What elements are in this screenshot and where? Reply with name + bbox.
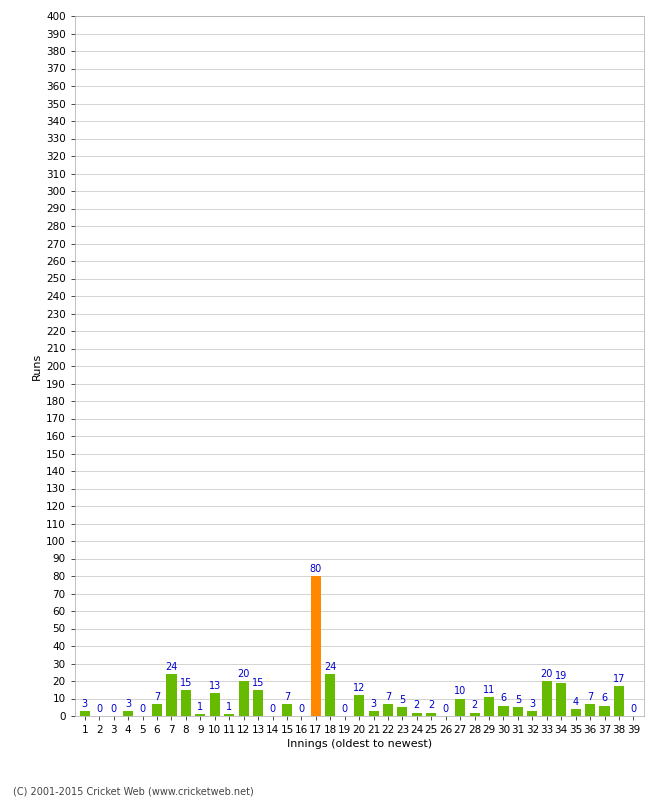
Bar	[513, 707, 523, 716]
Text: 17: 17	[613, 674, 625, 684]
Bar	[253, 690, 263, 716]
Bar	[571, 709, 580, 716]
Bar	[412, 713, 422, 716]
Text: 24: 24	[165, 662, 177, 672]
Text: 4: 4	[573, 697, 578, 707]
Text: 15: 15	[252, 678, 265, 688]
Bar	[383, 704, 393, 716]
Text: 80: 80	[309, 564, 322, 574]
Bar	[426, 713, 436, 716]
Text: 3: 3	[82, 698, 88, 709]
Bar	[455, 698, 465, 716]
Bar	[311, 576, 321, 716]
Text: 0: 0	[443, 704, 448, 714]
Text: 11: 11	[483, 685, 495, 694]
Bar	[325, 674, 335, 716]
Bar	[397, 707, 408, 716]
Bar	[556, 682, 566, 716]
Text: 0: 0	[140, 704, 146, 714]
Text: 2: 2	[428, 701, 434, 710]
Bar	[166, 674, 177, 716]
Text: 2: 2	[471, 701, 478, 710]
Text: 0: 0	[111, 704, 117, 714]
Text: 20: 20	[541, 669, 553, 679]
Bar	[80, 710, 90, 716]
Text: 0: 0	[630, 704, 636, 714]
Text: 19: 19	[555, 670, 567, 681]
Text: 0: 0	[298, 704, 304, 714]
Text: 2: 2	[414, 701, 420, 710]
Bar	[195, 714, 205, 716]
Bar	[224, 714, 234, 716]
Text: 7: 7	[154, 692, 160, 702]
Text: 3: 3	[125, 698, 131, 709]
Bar	[123, 710, 133, 716]
Text: 5: 5	[515, 695, 521, 705]
Bar	[585, 704, 595, 716]
Text: 7: 7	[587, 692, 593, 702]
Text: 0: 0	[96, 704, 102, 714]
Text: 12: 12	[353, 683, 365, 693]
Text: 0: 0	[270, 704, 276, 714]
Bar	[527, 710, 538, 716]
Bar	[282, 704, 292, 716]
Text: 6: 6	[500, 694, 506, 703]
Text: 5: 5	[399, 695, 406, 705]
Text: 3: 3	[529, 698, 536, 709]
Text: 1: 1	[226, 702, 232, 712]
Text: 7: 7	[284, 692, 290, 702]
Bar	[152, 704, 162, 716]
Bar	[541, 681, 552, 716]
Text: (C) 2001-2015 Cricket Web (www.cricketweb.net): (C) 2001-2015 Cricket Web (www.cricketwe…	[13, 786, 254, 796]
Bar	[499, 706, 508, 716]
Bar	[210, 694, 220, 716]
Text: 15: 15	[179, 678, 192, 688]
Text: 20: 20	[237, 669, 250, 679]
Text: 7: 7	[385, 692, 391, 702]
Text: 0: 0	[342, 704, 348, 714]
Bar	[369, 710, 378, 716]
X-axis label: Innings (oldest to newest): Innings (oldest to newest)	[287, 739, 432, 749]
Text: 24: 24	[324, 662, 337, 672]
Text: 1: 1	[197, 702, 203, 712]
Text: 3: 3	[370, 698, 376, 709]
Text: 13: 13	[209, 681, 221, 691]
Bar	[469, 713, 480, 716]
Bar	[181, 690, 191, 716]
Bar	[484, 697, 494, 716]
Text: 10: 10	[454, 686, 466, 696]
Bar	[354, 695, 364, 716]
Bar	[614, 686, 624, 716]
Bar	[239, 681, 249, 716]
Y-axis label: Runs: Runs	[32, 352, 42, 380]
Bar	[599, 706, 610, 716]
Text: 6: 6	[601, 694, 608, 703]
